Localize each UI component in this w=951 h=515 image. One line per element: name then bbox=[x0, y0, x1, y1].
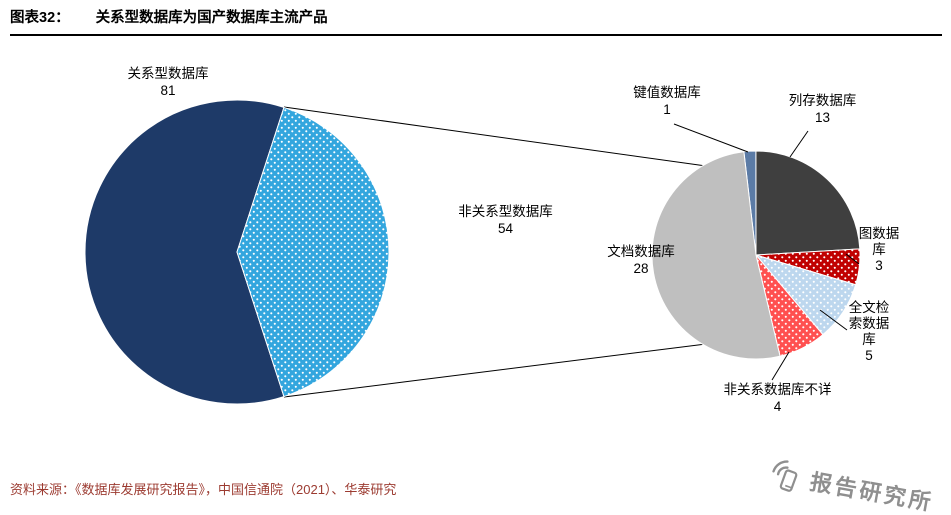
slice-value: 13 bbox=[814, 110, 831, 125]
label-columnstore: 列存数据库 13 bbox=[765, 92, 880, 126]
pie-domestic-database-types bbox=[84, 99, 390, 405]
slice-value: 5 bbox=[865, 348, 873, 363]
figure-header: 图表32： 关系型数据库为国产数据库主流产品 bbox=[10, 6, 942, 36]
slice-label: 列存数据库 bbox=[788, 93, 857, 108]
pie-slice-pie-left-1 bbox=[236, 106, 390, 398]
label-graph: 图数据库 3 bbox=[858, 226, 900, 274]
label-document: 文档数据库 28 bbox=[593, 243, 689, 277]
slice-value: 1 bbox=[663, 102, 671, 117]
callout-line-keyvalue bbox=[673, 123, 749, 153]
source-note: 资料来源：《数据库发展研究报告》，中国信通院（2021）、华泰研究 bbox=[10, 482, 397, 497]
label-fulltext: 全文检索数据库 5 bbox=[848, 300, 890, 364]
slice-label: 全文检索数据库 bbox=[848, 300, 890, 347]
pie-slice-pie-left-0 bbox=[84, 99, 285, 405]
slice-label: 键值数据库 bbox=[633, 85, 701, 100]
label-relational: 关系型数据库 81 bbox=[103, 65, 233, 99]
callout-line-fulltext bbox=[819, 309, 848, 331]
label-unknown: 非关系数据库不详 4 bbox=[695, 381, 860, 415]
connector-line-top bbox=[283, 106, 707, 167]
callout-line-unknown bbox=[771, 351, 790, 381]
label-nonrelational: 非关系型数据库 54 bbox=[438, 203, 573, 237]
slice-value: 4 bbox=[773, 399, 782, 414]
slice-label: 关系型数据库 bbox=[127, 66, 209, 81]
watermark: 报告研究所 bbox=[765, 455, 937, 515]
callout-line-columnstore bbox=[789, 130, 809, 158]
slice-value: 3 bbox=[875, 258, 883, 273]
slice-label: 图数据库 bbox=[858, 226, 900, 257]
connector-line-bottom bbox=[283, 343, 707, 398]
label-keyvalue: 键值数据库 1 bbox=[608, 84, 726, 118]
callout-line-graph bbox=[845, 253, 860, 265]
figure-number: 图表32： bbox=[10, 10, 70, 26]
slice-label: 非关系数据库不详 bbox=[723, 382, 832, 397]
pie-slice-pie-right-1 bbox=[755, 150, 861, 256]
slice-value: 81 bbox=[160, 83, 176, 98]
slice-value: 28 bbox=[633, 261, 649, 276]
slice-label: 文档数据库 bbox=[607, 244, 675, 259]
slice-label: 非关系型数据库 bbox=[458, 204, 553, 219]
figure-title: 关系型数据库为国产数据库主流产品 bbox=[95, 10, 328, 26]
pie-slice-pie-right-5 bbox=[651, 151, 781, 360]
slice-value: 54 bbox=[497, 221, 514, 236]
watermark-icon bbox=[772, 460, 798, 492]
pie-nonrelational-breakdown bbox=[651, 150, 861, 360]
